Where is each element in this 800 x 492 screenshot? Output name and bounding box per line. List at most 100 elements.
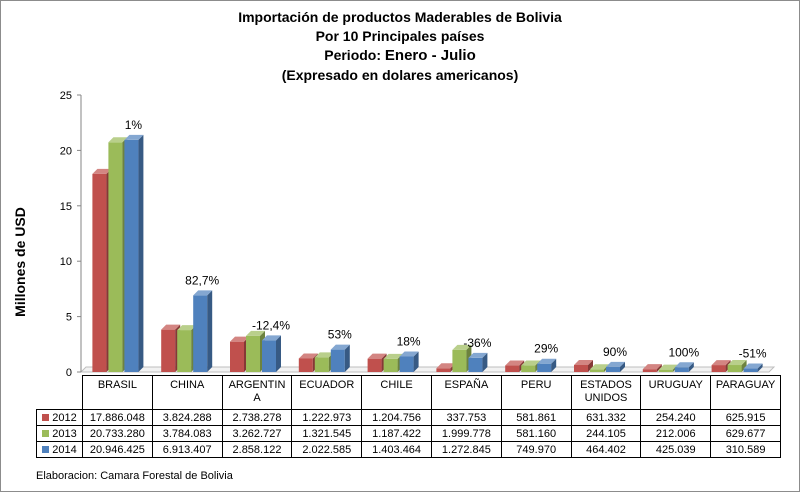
table-cell: 244.105	[570, 425, 642, 442]
table-row-2012: 2012 17.886.048 3.824.288 2.738.278 1.222.97…	[36, 409, 781, 426]
bar-2013-front	[658, 369, 673, 372]
bar-2014-front	[193, 295, 208, 372]
change-percent-label: 18%	[397, 334, 421, 348]
bar-2013-side	[741, 360, 747, 372]
bar-2013-front	[590, 369, 604, 372]
table-cell: 20.946.425	[82, 441, 153, 458]
bar-2012-front	[642, 369, 657, 372]
bar-2014-top	[537, 358, 557, 364]
table-category-row: BRASIL CHINA ARGENTIN A ECUADOR CHILE ESPAÑA PE…	[37, 375, 781, 410]
bar-2012-front	[298, 358, 313, 372]
bar-2014-top	[399, 351, 419, 357]
chart-title-line1: Importación de productos Maderables de B…	[238, 9, 562, 25]
legend-entry: 2013	[36, 425, 83, 442]
bar-2012-side	[656, 364, 662, 372]
bar-2013-top	[314, 352, 334, 358]
table-cell: 1.321.545	[291, 425, 363, 442]
category-label: ESPAÑA	[430, 375, 502, 410]
bar-2012-front	[436, 368, 451, 372]
bar-2014-side	[757, 363, 763, 372]
bar-2014-side	[482, 352, 488, 372]
bar-2014-side	[413, 351, 419, 372]
bar-2014-top	[606, 361, 625, 367]
category-label: URUGUAY	[640, 375, 712, 410]
change-percent-label: 100%	[668, 345, 699, 359]
table-cell: 254.240	[640, 409, 712, 426]
legend-entry: 2014	[36, 441, 83, 458]
bar-2012-front	[92, 173, 107, 372]
bar-2014-front	[262, 340, 276, 372]
category-label: CHINA	[151, 375, 223, 410]
bar-2013-front	[108, 142, 123, 372]
change-percent-label: 1%	[125, 118, 143, 132]
bar-2012-top	[230, 336, 249, 342]
change-percent-label: -12,4%	[252, 318, 290, 332]
table-cell: 212.006	[640, 425, 712, 442]
y-tick-label: 25	[60, 90, 72, 102]
bar-2013-top	[658, 364, 678, 370]
bar-2013-front	[521, 365, 536, 372]
table-cell: 3.784.083	[151, 425, 223, 442]
bar-2013-front	[383, 358, 398, 372]
category-label: PARAGUAY	[710, 375, 781, 410]
table-corner	[37, 376, 83, 410]
bar-2012-top	[436, 363, 456, 369]
bar-2014-front	[468, 357, 483, 372]
bar-2014-top	[330, 344, 350, 350]
table-cell: 425.039	[640, 441, 712, 458]
change-percent-label: -51%	[739, 347, 767, 361]
data-table: BRASIL CHINA ARGENTIN A ECUADOR CHILE ESPAÑA PE…	[36, 375, 781, 458]
table-row-2013: 2013 20.733.280 3.784.083 3.262.727 1.321.54…	[36, 425, 781, 442]
bar-2012-top	[505, 360, 525, 366]
table-cell: 625.915	[710, 409, 781, 426]
table-cell: 581.160	[500, 425, 572, 442]
table-cell: 20.733.280	[82, 425, 153, 442]
table-cell: 3.824.288	[151, 409, 223, 426]
table-cell: 464.402	[570, 441, 642, 458]
bar-2014-top	[193, 290, 213, 296]
bar-2012-top	[367, 353, 387, 359]
bar-2013-front	[452, 349, 467, 372]
source-note: Elaboracion: Camara Forestal de Bolivia	[36, 470, 233, 482]
bar-2013-top	[383, 353, 403, 359]
chart-title-line4: (Expresado en dolares americanos)	[281, 67, 519, 83]
legend-swatch	[42, 446, 50, 454]
table-cell: 337.753	[430, 409, 502, 426]
legend-entry: 2012	[36, 409, 83, 426]
table-cell: 3.262.727	[221, 425, 293, 442]
table-cell: 1.204.756	[361, 409, 432, 426]
bar-2012-top	[161, 324, 181, 330]
bar-2012-front	[230, 341, 244, 372]
bar-2013-top	[108, 137, 128, 143]
bar-2014-side	[551, 358, 557, 372]
table-cell: 2.738.278	[221, 409, 293, 426]
table-cell: 2.858.122	[221, 441, 293, 458]
bar-2013-top	[590, 364, 609, 370]
change-percent-label: 53%	[328, 328, 352, 342]
bar-2013-front	[177, 330, 192, 372]
legend-swatch	[42, 430, 50, 438]
chart-title-line3: Periodo: Enero - Julio	[0, 46, 800, 65]
table-cell: 629.677	[710, 425, 781, 442]
change-percent-label: 82,7%	[185, 273, 219, 287]
bar-2012-top	[711, 360, 731, 366]
y-tick-label: 10	[60, 256, 72, 268]
y-tick-label: 15	[60, 201, 72, 213]
category-label: BRASIL	[82, 375, 153, 410]
change-percent-label: 29%	[534, 342, 558, 356]
bar-2014-side	[138, 134, 144, 372]
bar-2014-front	[674, 367, 689, 372]
table-cell: 1.187.422	[361, 425, 432, 442]
table-cell: 6.913.407	[151, 441, 223, 458]
bar-2013-front	[314, 357, 329, 372]
bar-2012-front	[711, 365, 726, 372]
y-tick-label: 20	[60, 145, 72, 157]
period-prefix: Periodo:	[324, 47, 385, 63]
table-cell: 2.022.585	[291, 441, 363, 458]
bar-2014-side	[344, 344, 350, 372]
bar-2013-top	[727, 360, 747, 366]
bar-2014-front	[399, 356, 414, 372]
change-percent-label: 90%	[603, 345, 627, 359]
bar-2012-top	[92, 168, 112, 174]
bar-2014-top	[262, 335, 281, 341]
